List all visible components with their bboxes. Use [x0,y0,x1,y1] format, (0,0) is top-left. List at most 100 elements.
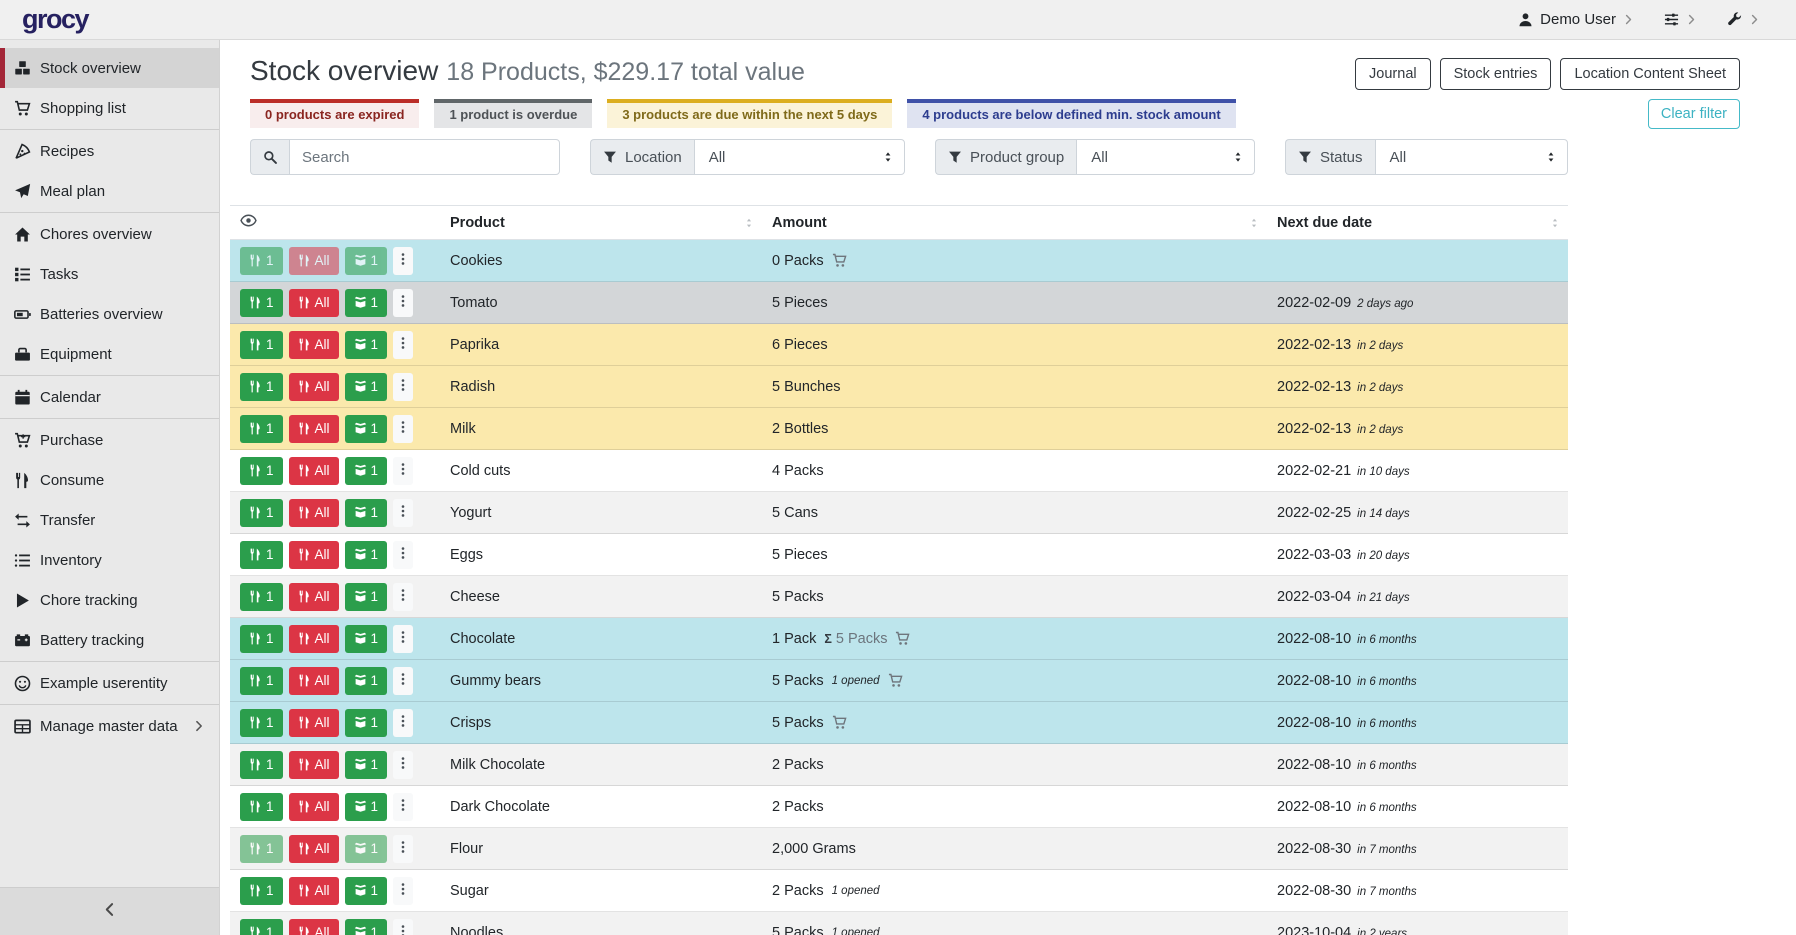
open-one-button[interactable]: 1 [344,708,388,737]
row-menu-button[interactable] [393,708,414,737]
journal-button[interactable]: Journal [1355,58,1431,90]
consume-all-button[interactable]: All [288,582,339,611]
consume-all-button[interactable]: All [288,498,339,527]
stock-entries-button[interactable]: Stock entries [1439,58,1552,90]
consume-one-button[interactable]: 1 [240,876,283,905]
consume-one-button[interactable]: 1 [240,498,283,527]
clear-filter-button[interactable]: Clear filter [1647,99,1740,129]
consume-all-button[interactable]: All [288,414,339,443]
sidebar-item-equipment[interactable]: Equipment [0,334,219,374]
admin-menu[interactable] [1727,12,1760,27]
open-one-button[interactable]: 1 [344,288,388,317]
status-card-expired[interactable]: 0 products are expired [250,99,420,128]
open-one-button[interactable]: 1 [344,666,388,695]
row-menu-button[interactable] [393,330,414,359]
row-menu-button[interactable] [393,246,414,275]
open-one-button[interactable]: 1 [344,750,388,779]
open-one-button[interactable]: 1 [344,876,388,905]
row-menu-button[interactable] [393,540,414,569]
location-select[interactable]: All [693,139,905,175]
consume-one-button[interactable]: 1 [240,456,283,485]
consume-one-button[interactable]: 1 [240,666,283,695]
row-menu-button[interactable] [393,624,414,653]
open-one-button[interactable]: 1 [344,414,388,443]
open-one-button[interactable]: 1 [344,246,388,275]
consume-all-button[interactable]: All [288,456,339,485]
sidebar-item-recipes[interactable]: Recipes [0,131,219,171]
open-one-button[interactable]: 1 [344,792,388,821]
sidebar-item-transfer[interactable]: Transfer [0,500,219,540]
consume-one-button[interactable]: 1 [240,582,283,611]
consume-all-button[interactable]: All [288,876,339,905]
row-menu-button[interactable] [393,498,414,527]
quick-settings-menu[interactable] [1664,12,1697,27]
consume-all-button[interactable]: All [288,666,339,695]
consume-one-button[interactable]: 1 [240,834,283,863]
consume-all-button[interactable]: All [288,708,339,737]
status-card-overdue[interactable]: 1 product is overdue [434,99,593,128]
location-content-sheet-button[interactable]: Location Content Sheet [1560,58,1740,90]
consume-all-button[interactable]: All [288,624,339,653]
consume-one-button[interactable]: 1 [240,792,283,821]
sidebar-collapse-button[interactable] [0,887,219,935]
row-menu-button[interactable] [393,750,414,779]
consume-one-button[interactable]: 1 [240,708,283,737]
consume-one-button[interactable]: 1 [240,624,283,653]
status-card-belowmin[interactable]: 4 products are below defined min. stock … [907,99,1236,128]
consume-all-button[interactable]: All [288,540,339,569]
sidebar-item-manage-master-data[interactable]: Manage master data [0,706,219,746]
row-menu-button[interactable] [393,582,414,611]
open-one-button[interactable]: 1 [344,582,388,611]
consume-one-button[interactable]: 1 [240,330,283,359]
row-menu-button[interactable] [393,876,414,905]
grocy-logo[interactable]: grocy [22,4,90,34]
row-menu-button[interactable] [393,918,414,935]
consume-all-button[interactable]: All [288,918,339,935]
consume-all-button[interactable]: All [288,792,339,821]
sidebar-item-consume[interactable]: Consume [0,460,219,500]
consume-one-button[interactable]: 1 [240,918,283,935]
product-group-select[interactable]: All [1076,139,1255,175]
status-card-due[interactable]: 3 products are due within the next 5 day… [607,99,893,128]
sidebar-item-meal-plan[interactable]: Meal plan [0,171,219,211]
column-header-product[interactable]: Product [440,205,762,240]
open-one-button[interactable]: 1 [344,498,388,527]
open-one-button[interactable]: 1 [344,372,388,401]
open-one-button[interactable]: 1 [344,456,388,485]
open-one-button[interactable]: 1 [344,540,388,569]
consume-all-button[interactable]: All [288,288,339,317]
sidebar-item-tasks[interactable]: Tasks [0,254,219,294]
sidebar-item-stock-overview[interactable]: Stock overview [0,48,219,88]
sidebar-item-battery-tracking[interactable]: Battery tracking [0,620,219,660]
sidebar-item-chore-tracking[interactable]: Chore tracking [0,580,219,620]
sidebar-item-purchase[interactable]: Purchase [0,420,219,460]
consume-one-button[interactable]: 1 [240,288,283,317]
open-one-button[interactable]: 1 [344,330,388,359]
sidebar-item-chores-overview[interactable]: Chores overview [0,214,219,254]
consume-one-button[interactable]: 1 [240,750,283,779]
consume-one-button[interactable]: 1 [240,414,283,443]
open-one-button[interactable]: 1 [344,834,388,863]
sidebar-item-batteries-overview[interactable]: Batteries overview [0,294,219,334]
user-menu[interactable]: Demo User [1518,11,1634,28]
open-one-button[interactable]: 1 [344,624,388,653]
sidebar-item-calendar[interactable]: Calendar [0,377,219,417]
row-menu-button[interactable] [393,834,414,863]
sidebar-item-inventory[interactable]: Inventory [0,540,219,580]
sidebar-item-shopping-list[interactable]: Shopping list [0,88,219,128]
column-header-amount[interactable]: Amount [762,205,1267,240]
search-input[interactable] [289,139,560,175]
consume-all-button[interactable]: All [288,750,339,779]
consume-all-button[interactable]: All [288,330,339,359]
open-one-button[interactable]: 1 [344,918,388,935]
row-menu-button[interactable] [393,414,414,443]
consume-one-button[interactable]: 1 [240,246,283,275]
row-menu-button[interactable] [393,288,414,317]
row-menu-button[interactable] [393,372,414,401]
row-menu-button[interactable] [393,456,414,485]
row-menu-button[interactable] [393,666,414,695]
consume-all-button[interactable]: All [288,372,339,401]
consume-all-button[interactable]: All [288,246,339,275]
consume-one-button[interactable]: 1 [240,540,283,569]
status-select[interactable]: All [1374,139,1568,175]
